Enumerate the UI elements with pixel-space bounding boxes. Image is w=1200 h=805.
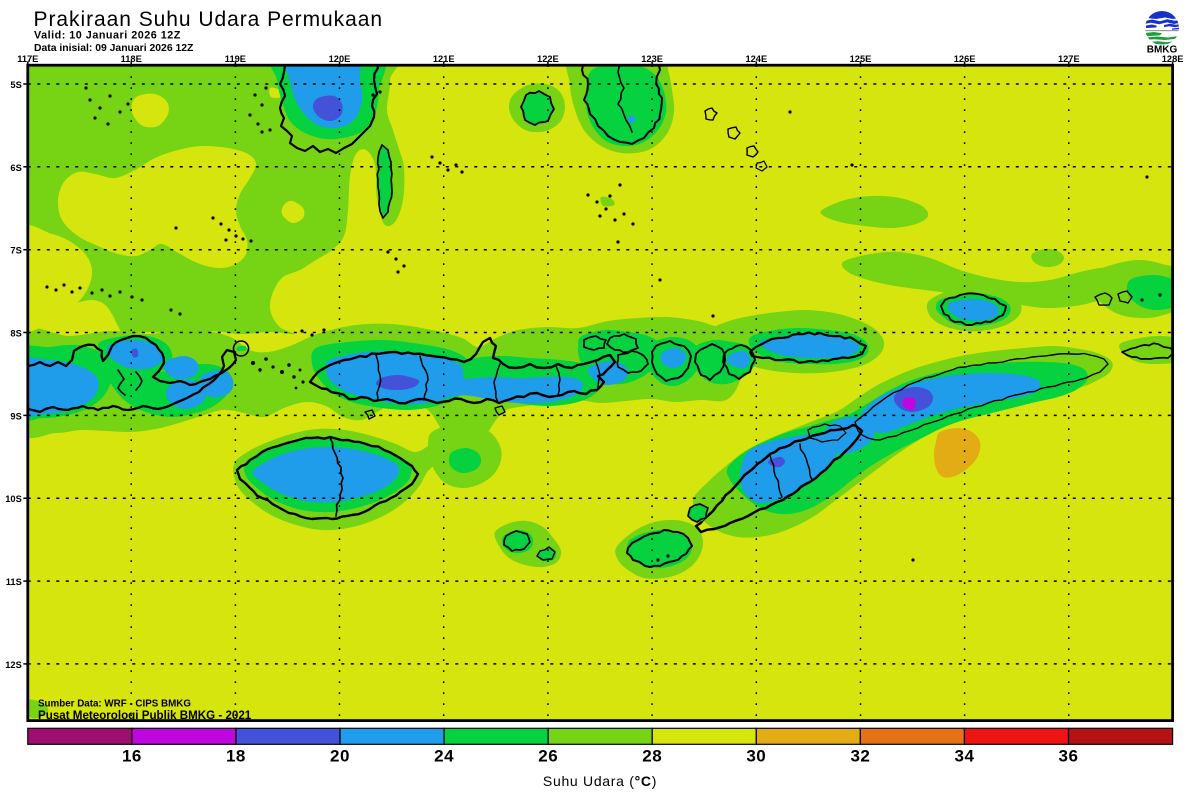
svg-text:127E: 127E xyxy=(1058,54,1080,64)
svg-text:8S: 8S xyxy=(10,329,21,339)
svg-text:28: 28 xyxy=(642,747,662,766)
svg-text:BMKG: BMKG xyxy=(1147,45,1178,56)
svg-text:36: 36 xyxy=(1059,747,1079,766)
svg-text:Pusat Meteorologi Publik BMKG: Pusat Meteorologi Publik BMKG - 2021 xyxy=(38,709,252,722)
svg-text:122E: 122E xyxy=(537,54,559,64)
svg-text:30: 30 xyxy=(746,747,766,766)
svg-text:117E: 117E xyxy=(17,54,38,64)
svg-text:9S: 9S xyxy=(10,411,21,421)
svg-text:32: 32 xyxy=(850,747,870,766)
svg-text:128E: 128E xyxy=(1162,54,1184,64)
svg-text:16: 16 xyxy=(122,747,142,766)
svg-text:Data inisial: 09 Januari 2026: Data inisial: 09 Januari 2026 12Z xyxy=(34,43,194,54)
svg-text:26: 26 xyxy=(538,747,558,766)
svg-text:12S: 12S xyxy=(5,660,22,670)
svg-text:124E: 124E xyxy=(745,54,767,64)
svg-text:Valid: 10 Januari 2026 12Z: Valid: 10 Januari 2026 12Z xyxy=(34,30,181,42)
svg-text:20: 20 xyxy=(330,747,350,766)
svg-text:6S: 6S xyxy=(10,163,21,173)
svg-text:24: 24 xyxy=(434,747,454,766)
svg-text:11S: 11S xyxy=(6,577,22,587)
svg-text:123E: 123E xyxy=(641,54,663,64)
svg-text:121E: 121E xyxy=(433,54,455,64)
svg-text:5S: 5S xyxy=(10,80,21,90)
svg-text:18: 18 xyxy=(226,747,246,766)
svg-text:34: 34 xyxy=(955,747,975,766)
svg-text:119E: 119E xyxy=(225,54,246,64)
svg-text:10S: 10S xyxy=(5,494,22,504)
svg-text:7S: 7S xyxy=(10,246,21,256)
svg-text:125E: 125E xyxy=(850,54,872,64)
svg-text:120E: 120E xyxy=(329,54,351,64)
svg-text:118E: 118E xyxy=(121,54,142,64)
svg-text:Suhu Udara (°C): Suhu Udara (°C) xyxy=(543,773,657,789)
svg-text:Sumber Data: WRF - CIPS BMKG: Sumber Data: WRF - CIPS BMKG xyxy=(38,699,191,710)
svg-text:126E: 126E xyxy=(954,54,976,64)
svg-text:Prakiraan Suhu Udara Permukaan: Prakiraan Suhu Udara Permukaan xyxy=(34,8,384,31)
